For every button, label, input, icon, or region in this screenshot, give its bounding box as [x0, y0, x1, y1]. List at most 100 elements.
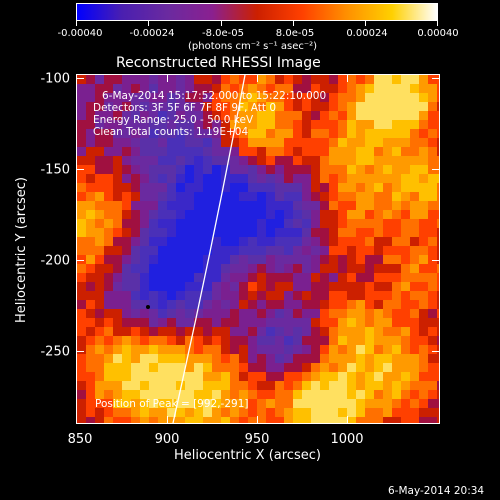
- heatmap-cell: [284, 354, 293, 363]
- heatmap-cell: [410, 84, 419, 93]
- heatmap-cell: [311, 246, 320, 255]
- heatmap-cell: [113, 237, 122, 246]
- y-tick-label: -250: [40, 344, 70, 360]
- heatmap-cell: [275, 237, 284, 246]
- heatmap-cell: [302, 264, 311, 273]
- heatmap-cell: [329, 381, 338, 390]
- y-tick-label: -200: [40, 253, 70, 269]
- heatmap-cell: [392, 201, 401, 210]
- heatmap-cell: [104, 75, 113, 84]
- heatmap-cell: [401, 300, 410, 309]
- heatmap-cell: [122, 273, 131, 282]
- heatmap-cell: [401, 264, 410, 273]
- heatmap-cell: [338, 300, 347, 309]
- heatmap-cell: [293, 93, 302, 102]
- heatmap-cell: [167, 156, 176, 165]
- heatmap-cell: [275, 399, 284, 408]
- heatmap-cell: [77, 156, 86, 165]
- heatmap-cell: [221, 354, 230, 363]
- heatmap-cell: [365, 282, 374, 291]
- heatmap-cell: [374, 336, 383, 345]
- heatmap-cell: [257, 354, 266, 363]
- heatmap-cell: [329, 417, 338, 423]
- heatmap-cell: [293, 354, 302, 363]
- heatmap-cell: [86, 165, 95, 174]
- heatmap-cell: [347, 237, 356, 246]
- heatmap-cell: [302, 192, 311, 201]
- heatmap-cell: [284, 390, 293, 399]
- heatmap-cell: [392, 318, 401, 327]
- heatmap-cell: [320, 372, 329, 381]
- y-tick: [76, 78, 84, 79]
- heatmap-cell: [266, 327, 275, 336]
- heatmap-cell: [347, 399, 356, 408]
- heatmap-cell: [311, 75, 320, 84]
- heatmap-cell: [284, 336, 293, 345]
- heatmap-cell: [392, 147, 401, 156]
- heatmap-cell: [185, 93, 194, 102]
- heatmap-cell: [176, 93, 185, 102]
- heatmap-cell: [212, 138, 221, 147]
- heatmap-cell: [86, 390, 95, 399]
- heatmap-cell: [320, 309, 329, 318]
- heatmap-cell: [95, 210, 104, 219]
- heatmap-cell: [203, 183, 212, 192]
- heatmap-cell: [374, 102, 383, 111]
- heatmap-cell: [428, 120, 437, 129]
- colorbar-tick: [221, 21, 222, 26]
- heatmap-cell: [122, 399, 131, 408]
- heatmap-cell: [86, 192, 95, 201]
- heatmap-cell: [140, 327, 149, 336]
- heatmap-cell: [239, 84, 248, 93]
- heatmap-cell: [392, 255, 401, 264]
- heatmap-cell: [203, 408, 212, 417]
- heatmap-cell: [95, 156, 104, 165]
- heatmap-cell: [203, 390, 212, 399]
- heatmap-cell: [383, 237, 392, 246]
- heatmap-cell: [140, 282, 149, 291]
- heatmap-cell: [356, 390, 365, 399]
- heatmap-cell: [77, 183, 86, 192]
- heatmap-cell: [158, 327, 167, 336]
- heatmap-cell: [302, 309, 311, 318]
- heatmap-cell: [320, 156, 329, 165]
- heatmap-cell: [113, 408, 122, 417]
- heatmap-cell: [401, 354, 410, 363]
- heatmap-cell: [311, 273, 320, 282]
- heatmap-cell: [203, 291, 212, 300]
- heatmap-cell: [230, 273, 239, 282]
- heatmap-cell: [410, 327, 419, 336]
- heatmap-cell: [419, 174, 428, 183]
- heatmap-cell: [365, 291, 374, 300]
- heatmap-cell: [329, 345, 338, 354]
- heatmap-cell: [122, 102, 131, 111]
- heatmap-cell: [338, 282, 347, 291]
- heatmap-cell: [221, 327, 230, 336]
- heatmap-cell: [383, 336, 392, 345]
- heatmap-cell: [437, 156, 439, 165]
- heatmap-cell: [401, 210, 410, 219]
- heatmap-cell: [122, 237, 131, 246]
- heatmap-cell: [248, 102, 257, 111]
- heatmap-cell: [266, 417, 275, 423]
- heatmap-cell: [284, 210, 293, 219]
- heatmap-cell: [347, 201, 356, 210]
- heatmap-cell: [77, 372, 86, 381]
- heatmap-cell: [257, 165, 266, 174]
- heatmap-cell: [212, 237, 221, 246]
- heatmap-cell: [239, 255, 248, 264]
- heatmap-cell: [257, 273, 266, 282]
- heatmap-cell: [257, 246, 266, 255]
- heatmap-cell: [149, 300, 158, 309]
- heatmap-cell: [140, 192, 149, 201]
- heatmap-cell: [293, 309, 302, 318]
- heatmap-cell: [338, 318, 347, 327]
- heatmap-cell: [320, 300, 329, 309]
- heatmap-cell: [329, 147, 338, 156]
- heatmap-cell: [203, 264, 212, 273]
- heatmap-cell: [284, 381, 293, 390]
- heatmap-cell: [167, 417, 176, 423]
- heatmap-cell: [419, 408, 428, 417]
- heatmap-cell: [266, 354, 275, 363]
- heatmap-cell: [203, 309, 212, 318]
